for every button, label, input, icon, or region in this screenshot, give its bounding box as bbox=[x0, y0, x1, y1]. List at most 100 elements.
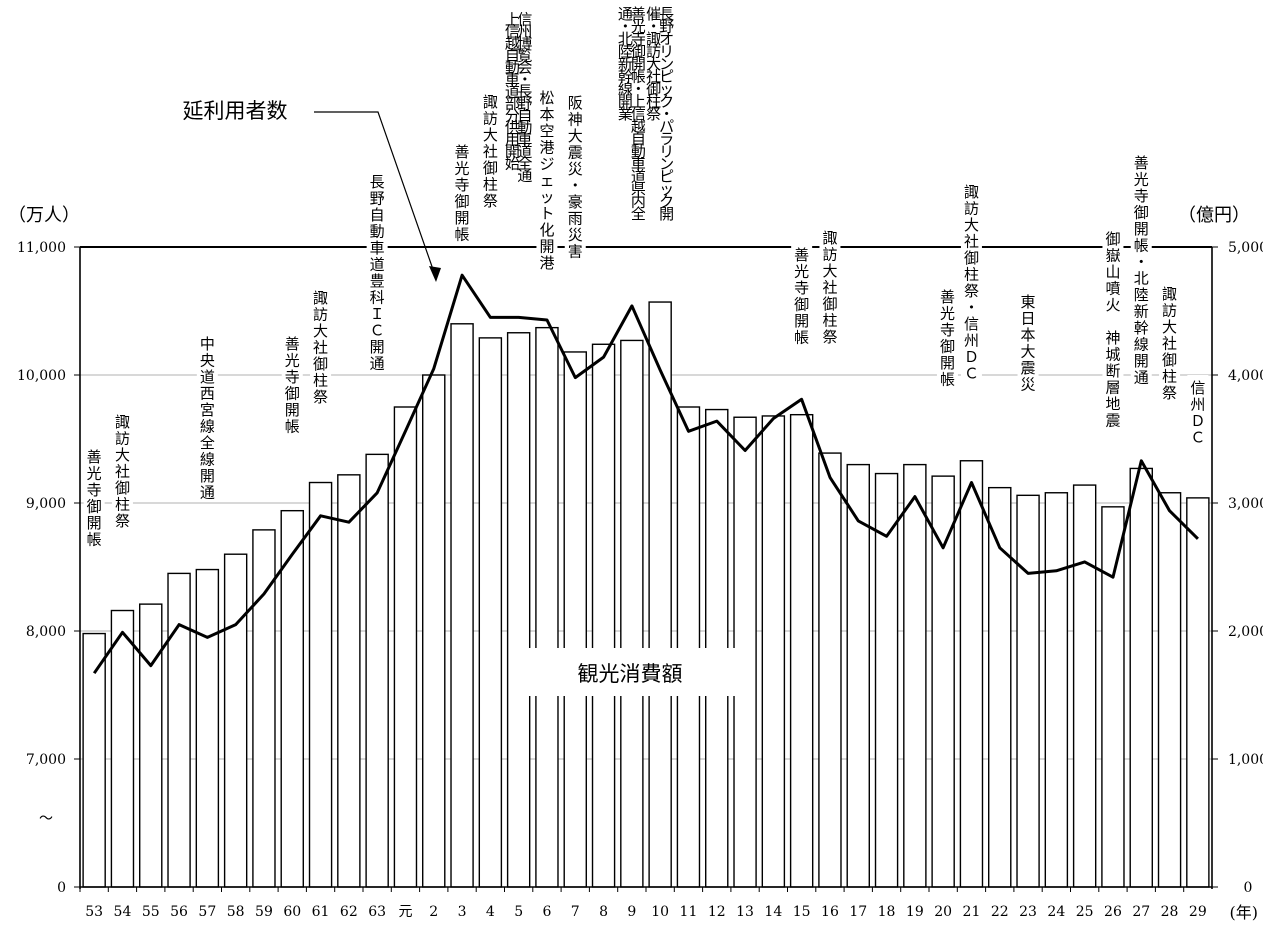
annotation-background bbox=[616, 5, 647, 224]
annotation-char: 通 bbox=[1134, 369, 1149, 387]
annotation-char: ・ bbox=[618, 18, 633, 36]
annotation-char: 噴 bbox=[1105, 280, 1120, 298]
annotation-char: 長 bbox=[370, 173, 385, 191]
annotation-char: 野 bbox=[517, 95, 532, 113]
right-tick-label: 4,000 bbox=[1228, 368, 1263, 384]
annotation-char: 長 bbox=[517, 83, 532, 101]
annotation-char: 訪 bbox=[822, 246, 837, 264]
x-tick-label: 18 bbox=[878, 904, 896, 920]
annotation-char: 大 bbox=[646, 55, 661, 73]
left-tick-label: 8,000 bbox=[26, 624, 66, 640]
annotation-char: 動 bbox=[631, 143, 646, 161]
annotation-char: 御 bbox=[1162, 351, 1177, 369]
annotation-background bbox=[504, 11, 534, 185]
annotation-char: 帳 bbox=[455, 226, 470, 244]
series-labels: 観光消費額 延利用者数 bbox=[183, 99, 737, 696]
annotation-char bbox=[1105, 313, 1120, 331]
annotation-char: 社 bbox=[646, 68, 661, 86]
annotation-char: 上 bbox=[631, 93, 646, 111]
annotation-char: ・ bbox=[1134, 253, 1149, 271]
left-tick-label: 9,000 bbox=[26, 496, 66, 512]
right-tick-label: 0 bbox=[1244, 880, 1253, 896]
annotation-char: 寺 bbox=[794, 279, 809, 297]
x-tick-label: 11 bbox=[680, 904, 698, 920]
annotation-char: 帳 bbox=[631, 68, 646, 86]
annotation-char: 陸 bbox=[1134, 286, 1149, 304]
annotation-char: ン bbox=[659, 55, 674, 73]
x-tick-label: 17 bbox=[849, 904, 867, 920]
annotation-char: 州 bbox=[517, 23, 532, 41]
annotation-char: 帳 bbox=[794, 329, 809, 347]
annotation-char: パ bbox=[659, 118, 674, 136]
annotation-char: 諏 bbox=[964, 183, 979, 201]
annotation-char: 帳 bbox=[940, 371, 955, 389]
annotation-char: 訪 bbox=[1162, 302, 1177, 320]
annotation-char: 寺 bbox=[455, 176, 470, 194]
bar bbox=[1044, 492, 1069, 888]
x-tick-label: 26 bbox=[1104, 904, 1122, 920]
annotation-background bbox=[960, 179, 982, 383]
annotation-char: 車 bbox=[631, 155, 646, 173]
annotation-char: 善 bbox=[455, 143, 470, 161]
right-tick-label: 3,000 bbox=[1228, 496, 1263, 512]
annotation-char: 社 bbox=[822, 279, 837, 297]
annotation-char: 災 bbox=[568, 160, 583, 178]
annotation-char: 業 bbox=[618, 105, 633, 123]
annotation-char: 日 bbox=[1021, 310, 1036, 328]
bar bbox=[1016, 494, 1040, 888]
annotation-text: 諏訪大社御柱祭 bbox=[830, 214, 935, 232]
annotation-char: 柱 bbox=[483, 176, 498, 194]
annotation-char: 寺 bbox=[87, 481, 102, 499]
annotation-char: ッ bbox=[659, 80, 674, 98]
x-tick-label: 28 bbox=[1161, 904, 1179, 920]
annotation-background bbox=[1017, 289, 1039, 394]
bar bbox=[223, 553, 248, 888]
right-tick-label: 1,000 bbox=[1228, 752, 1263, 768]
annotation-char: 御 bbox=[455, 193, 470, 211]
annotation-char: 祭 bbox=[483, 192, 498, 210]
annotation-char: ト bbox=[539, 205, 554, 223]
annotation-char: 御 bbox=[313, 355, 328, 373]
annotation-char: 御 bbox=[794, 296, 809, 314]
annotation-char: 諏 bbox=[1162, 285, 1177, 303]
left-tick-label: 11,000 bbox=[17, 240, 66, 256]
annotation-background bbox=[1130, 150, 1152, 387]
annotation-char: 祭 bbox=[964, 282, 979, 300]
annotation-char: リ bbox=[659, 43, 674, 61]
annotation-char: 訪 bbox=[964, 200, 979, 218]
annotation-char: 柱 bbox=[822, 312, 837, 330]
annotation-group: 信州博覧会・長野自動車道全通信州博覧会・長野自動車道全通上信越自動車道部分供用開… bbox=[504, 11, 534, 185]
annotation-char: 部 bbox=[505, 95, 520, 113]
annotation-char: 寺 bbox=[940, 321, 955, 339]
annotation-char: 陸 bbox=[618, 43, 633, 61]
bar bbox=[308, 481, 333, 888]
annotation-char: 城 bbox=[1105, 346, 1120, 364]
right-tick-label: 5,000 bbox=[1228, 240, 1263, 256]
annotation-char: 大 bbox=[483, 126, 498, 144]
annotation-char: ラ bbox=[659, 130, 674, 148]
annotation-char: 震 bbox=[1021, 359, 1036, 377]
annotation-char: 帳 bbox=[1134, 237, 1149, 255]
annotation-text: 善光寺御開帳 bbox=[947, 273, 1037, 291]
bar bbox=[1157, 492, 1182, 888]
annotation-char: 善 bbox=[1134, 154, 1149, 172]
annotation-char: 災 bbox=[1021, 376, 1036, 394]
annotation-char: 動 bbox=[370, 223, 385, 241]
x-tick-label: 58 bbox=[227, 904, 245, 920]
x-tick-label: 2 bbox=[429, 904, 438, 920]
annotation-char: 神 bbox=[568, 111, 583, 129]
annotation-background bbox=[1187, 375, 1209, 447]
axes: 11,000 10,000 9,000 8,000 7,000 0 〜 5,000 4,000 3… bbox=[8, 205, 1263, 922]
bar bbox=[733, 416, 757, 888]
annotation-background bbox=[83, 444, 105, 549]
annotation-char: 善 bbox=[285, 335, 300, 353]
annotation-char: 山 bbox=[1105, 263, 1120, 281]
annotation-char: 線 bbox=[618, 80, 633, 98]
